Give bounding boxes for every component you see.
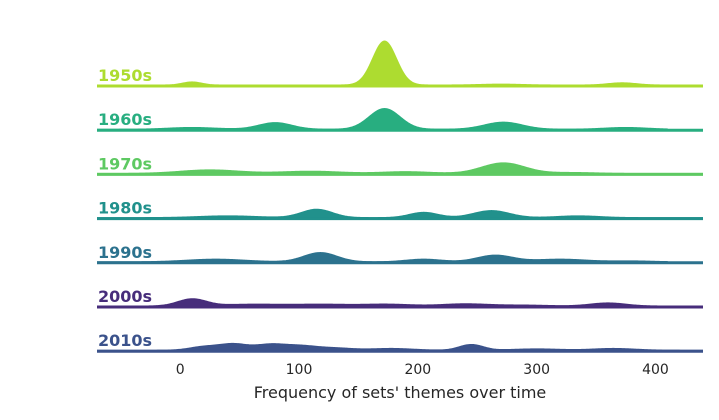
density-area-1960s xyxy=(97,108,668,130)
density-area-1990s xyxy=(97,252,668,263)
row-label-1990s: 1990s xyxy=(98,243,152,262)
row-label-1960s: 1960s xyxy=(98,110,152,129)
row-label-1970s: 1970s xyxy=(98,154,152,173)
ridge-row-1980s: 1980s xyxy=(97,199,703,221)
density-area-1980s xyxy=(97,208,703,219)
density-area-2010s xyxy=(97,342,703,351)
ridge-row-1990s: 1990s xyxy=(97,243,703,265)
ridge-row-1960s: 1960s xyxy=(97,108,703,132)
x-tick-label: 400 xyxy=(642,362,669,378)
ridge-row-1950s: 1950s xyxy=(97,40,703,88)
ridge-row-2000s: 2000s xyxy=(97,287,703,309)
row-label-2000s: 2000s xyxy=(98,287,152,306)
row-label-2010s: 2010s xyxy=(98,331,152,350)
density-area-1950s xyxy=(97,40,703,86)
x-axis-title: Frequency of sets' themes over time xyxy=(254,383,547,402)
x-tick-label: 0 xyxy=(176,362,185,378)
density-area-1970s xyxy=(97,162,703,174)
x-axis: 0 100 200 300 400 xyxy=(176,362,669,378)
density-area-2000s xyxy=(97,298,668,307)
x-tick-label: 300 xyxy=(523,362,550,378)
row-label-1980s: 1980s xyxy=(98,199,152,218)
row-label-1950s: 1950s xyxy=(98,66,152,85)
x-tick-label: 100 xyxy=(286,362,313,378)
x-tick-label: 200 xyxy=(404,362,431,378)
ridge-rows: 1950s 1960s 1970s 1980s 1990s 2000s 2010s xyxy=(97,40,703,353)
ridge-row-2010s: 2010s xyxy=(97,331,703,353)
ridge-row-1970s: 1970s xyxy=(97,154,703,176)
